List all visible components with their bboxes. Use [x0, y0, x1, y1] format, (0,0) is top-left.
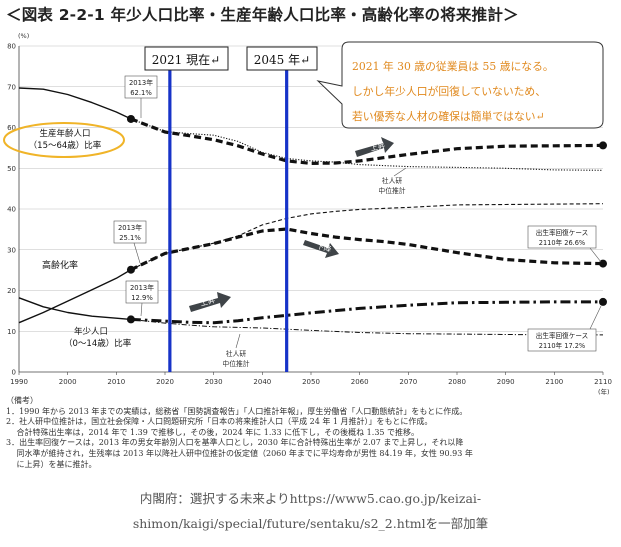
label-2045: 2045 年↵: [254, 53, 310, 67]
arrow-down-elderly-label: 下降: [315, 240, 333, 254]
callout-bubble: 2021 年 30 歳の従業員は 55 歳になる。 しかし年少人口が回復していな…: [316, 41, 604, 129]
x-tick-2040: 2040: [253, 378, 271, 386]
recovery-youth-l1: 出生率回復ケース: [536, 331, 588, 340]
note-line: 3．出生率回復ケースは，2013 年の男女年齢別人口を基準人口とし，2030 年…: [6, 438, 464, 448]
series-line-elderly_recovery: [130, 227, 604, 272]
ipss-youth-pointer: [235, 333, 241, 349]
ipss-youth-l1: 社人研: [226, 349, 247, 358]
elderly-label: 高齢化率: [42, 259, 78, 271]
y-tick-0: 0: [12, 369, 16, 377]
series-line-working_recovery: [130, 117, 604, 165]
notes-block: （備考） 1．1990 年から 2013 年までの実績は，総務省「国勢調査報告」…: [6, 396, 473, 470]
y-tick-80: 80: [7, 43, 16, 51]
data-markers: [126, 114, 607, 324]
y-tick-50: 50: [7, 165, 16, 173]
y-tick-20: 20: [7, 287, 16, 295]
recovery-elderly-box: [527, 225, 597, 249]
arrow-up-youth: 上昇: [189, 292, 231, 312]
ipss-working-pointer: [393, 167, 407, 177]
label-2021-box: [144, 46, 229, 71]
x-tick-2060: 2060: [351, 378, 369, 386]
x-tick-2080: 2080: [448, 378, 466, 386]
arrow-up-youth-label: 上昇: [199, 295, 216, 308]
y-unit-label: (%): [18, 32, 29, 40]
x-tick-2090: 2090: [497, 378, 515, 386]
youth-label-2: （0～14歳）比率: [64, 338, 132, 349]
recovery-elderly-l2: 2110年 26.6%: [539, 238, 585, 247]
marker-elderly: [126, 265, 135, 274]
elderly-2013-l1: 2013年: [118, 223, 142, 232]
y-tick-labels: 0 10 20 30 40 50 60 70 80: [7, 43, 16, 377]
label-2045-box: [246, 46, 318, 71]
marker-youth_end: [599, 297, 607, 306]
callout-line-3: 若い優秀な人材の確保は簡単ではない↵: [352, 109, 545, 123]
series-line-youth_actual: [18, 297, 131, 321]
note-line: （備考）: [6, 396, 38, 405]
recovery-elderly-pointer: [589, 247, 602, 263]
recovery-youth-box: [527, 328, 597, 352]
y-tick-70: 70: [7, 83, 16, 91]
recovery-elderly-l1: 出生率回復ケース: [536, 228, 588, 237]
series-line-working_actual: [18, 87, 132, 120]
page-title: ＜図表 2-2-1 年少人口比率・生産年齢人口比率・高齢化率の将来推計＞: [6, 6, 519, 24]
x-tick-2100: 2100: [545, 378, 563, 386]
note-line: 2．社人研中位推計は，国立社会保障・人口問題研究所「日本の将来推計人口（平成 2…: [6, 417, 433, 427]
working-label-2: （15～64歳）比率: [29, 140, 102, 151]
x-unit-label: (年): [598, 387, 610, 396]
x-tick-2010: 2010: [107, 378, 125, 386]
recovery-youth-pointer: [589, 305, 602, 330]
working-2013-l2: 62.1%: [130, 89, 152, 97]
series-line-elderly_ipss: [130, 203, 604, 271]
x-tick-2110: 2110: [594, 378, 612, 386]
elderly-2013-l2: 25.1%: [119, 234, 141, 242]
callout-line-2: しかし年少人口が回復していないため、: [352, 84, 546, 98]
series-line-youth_recovery: [130, 300, 603, 325]
arrow-up-working-label: 上昇: [369, 140, 386, 152]
x-tick-2030: 2030: [205, 378, 223, 386]
highlight-ellipse: [3, 122, 125, 158]
y-tick-40: 40: [7, 206, 16, 214]
callout-line-1: 2021 年 30 歳の従業員は 55 歳になる。: [352, 59, 554, 73]
ipss-youth-l2: 中位推計: [222, 359, 249, 368]
note-line: 同水準が維持され，生残率は 2013 年以降社人研中位推計の仮定値（2060 年…: [6, 448, 473, 458]
ipss-working-l1: 社人研: [382, 176, 403, 185]
arrow-down-elderly: 下降: [303, 240, 339, 258]
x-tick-labels: 1990 2000 2010 2020 2030 2040 2050 2060 2070 2080…: [10, 372, 612, 386]
vertical-markers: [168, 70, 289, 372]
youth-2013-l1: 2013年: [130, 283, 154, 292]
series-line-elderly_actual: [18, 269, 132, 324]
recovery-youth-l2: 2110年 17.2%: [539, 341, 585, 350]
arrow-up-working: 上昇: [355, 137, 394, 157]
y-tick-30: 30: [7, 246, 16, 254]
youth-label-1: 年少人口: [74, 326, 108, 337]
marker-working: [126, 114, 135, 123]
series-lines: [18, 87, 604, 336]
series-line-youth_ipss: [130, 318, 603, 336]
x-tick-2070: 2070: [399, 378, 417, 386]
elderly-2013-box: [113, 220, 147, 244]
marker-youth: [126, 315, 135, 324]
youth-2013-l2: 12.9%: [131, 294, 153, 302]
label-2021: 2021 現在↵: [152, 53, 220, 67]
y-tick-10: 10: [7, 328, 16, 336]
note-line: 1．1990 年から 2013 年までの実績は，総務省「国勢調査報告」「人口推計…: [6, 406, 468, 416]
y-tick-60: 60: [7, 124, 16, 132]
working-label-1: 生産年齢人口: [39, 128, 90, 139]
x-tick-2020: 2020: [156, 378, 174, 386]
x-tick-1990: 1990: [10, 378, 28, 386]
elderly-2013-pointer: [133, 242, 141, 264]
note-line: 合計特殊出生率は，2014 年で 1.39 で推移し，その後，2024 年に 1…: [6, 427, 420, 437]
x-tick-2000: 2000: [59, 378, 77, 386]
source-caption-line-1: 内閣府：選択する未来よりhttps://www5.cao.go.jp/keiza…: [139, 491, 482, 506]
note-line: に上昇）を基に推計。: [6, 459, 97, 469]
ipss-working-l2: 中位推計: [378, 186, 405, 195]
marker-working_end: [599, 141, 607, 150]
youth-2013-pointer: [140, 302, 143, 317]
source-caption-line-2: shimon/kaigi/special/future/sentaku/s2_2…: [132, 516, 489, 531]
working-2013-l1: 2013年: [129, 78, 153, 87]
x-tick-2050: 2050: [302, 378, 320, 386]
